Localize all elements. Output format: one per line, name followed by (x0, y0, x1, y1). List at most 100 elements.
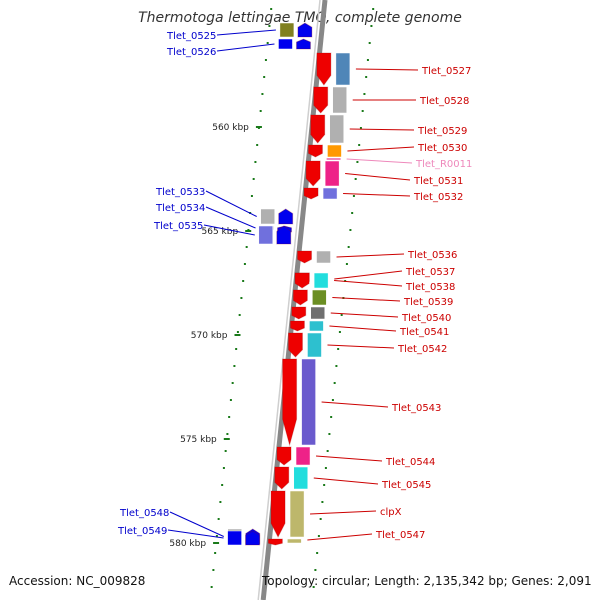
gene-connector (330, 312, 399, 318)
gene-label: Tlet_0544 (385, 457, 435, 468)
gene-label: Tlet_0541 (399, 327, 449, 338)
gene-connector (203, 224, 255, 236)
gene-arrow (292, 289, 308, 306)
ring-dot (347, 246, 350, 248)
scale-tick-label: 570 kbp (191, 331, 228, 341)
gene-label: Tlet_0532 (413, 192, 463, 203)
gene-label: Tlet_0538 (405, 282, 455, 293)
gene-label: Tlet_0548 (119, 508, 169, 519)
gene-label: Tlet_0540 (401, 313, 451, 324)
gene-arrow (276, 225, 292, 245)
ring-dot (256, 144, 259, 146)
gene-label: Tlet_0535 (153, 221, 203, 232)
gene-arrow (313, 86, 329, 114)
ring-dot (229, 399, 232, 401)
gene-cog-block (324, 160, 340, 187)
gene-cog-block (322, 187, 338, 200)
ring-dot (263, 76, 266, 78)
ring-dot (370, 25, 373, 27)
gene-connector (205, 190, 257, 217)
gene-connector (345, 173, 411, 181)
ring-dot (266, 42, 269, 44)
gene-connector (336, 253, 405, 258)
ring-dot (268, 25, 271, 27)
ring-dot (250, 195, 253, 197)
gene-connector (205, 206, 256, 229)
ring-dot (359, 127, 362, 129)
gene-connector (315, 455, 383, 462)
labels-layer: Tlet_0525 Tlet_0526 Tlet_0527 Tlet_0528 Tlet… (117, 29, 472, 541)
scale-tick-mark (213, 542, 220, 544)
gene-cog-block (260, 208, 275, 225)
scale-tick-label: 580 kbp (169, 539, 206, 549)
gene-cog-block (289, 490, 305, 538)
ring-dot (321, 501, 324, 503)
gene-connector (329, 325, 397, 332)
ring-dot (319, 518, 322, 520)
gene-cog-block (310, 306, 326, 320)
gene-connector (346, 158, 413, 164)
gene-cog-block (312, 289, 327, 306)
scale-tick-mark (255, 126, 262, 128)
gene-connector (349, 128, 415, 131)
gene-label: Tlet_0529 (417, 126, 467, 137)
ring-dot (233, 365, 236, 367)
gene-connector (334, 270, 403, 280)
gene-connector (216, 43, 275, 52)
ring-dot (242, 280, 245, 282)
gene-connector (310, 510, 377, 515)
ring-dot (352, 195, 355, 197)
ring-dot (231, 382, 234, 384)
rna-mark (326, 158, 341, 160)
ring-dot (323, 484, 326, 486)
gene-cog-block (309, 320, 324, 332)
gene-cog-block (295, 446, 311, 466)
scale-tick-label: 565 kbp (202, 227, 239, 237)
gene-arrow (289, 320, 305, 332)
ring-dot (261, 93, 264, 95)
gene-cog-block (327, 144, 342, 158)
gene-cog-block (335, 52, 351, 86)
gene-cog-block (316, 250, 331, 264)
gene-label: Tlet_R0011 (415, 159, 472, 170)
gene-label: Tlet_0549 (117, 526, 167, 537)
ring-dot (345, 263, 348, 265)
gene-connector (327, 344, 395, 349)
gene-cog-block (329, 114, 344, 144)
ring-dot (361, 110, 364, 112)
gene-connector (347, 146, 415, 152)
ring-dot (240, 297, 243, 299)
gene-label: Tlet_0530 (417, 143, 467, 154)
gene-connector (343, 193, 411, 197)
gene-arrow (297, 22, 313, 38)
ring-dot (365, 76, 368, 78)
gene-cog-block (287, 538, 302, 544)
gene-arrow (297, 250, 313, 264)
gene-connector (334, 280, 403, 287)
ring-dot (372, 8, 375, 10)
gene-label: Tlet_0542 (397, 344, 447, 355)
ring-dot (330, 416, 333, 418)
gene-label: Tlet_0539 (403, 297, 453, 308)
gene-label: Tlet_0537 (405, 267, 455, 278)
genes-layer (227, 22, 351, 546)
ring-dot (264, 59, 267, 61)
gene-arrow (303, 187, 319, 200)
ring-dot (326, 450, 329, 452)
ring-dot (214, 552, 217, 554)
ring-dot (337, 348, 340, 350)
gene-cog-block (227, 530, 242, 546)
gene-arrow (291, 306, 307, 320)
ring-dot (331, 399, 334, 401)
ring-dot (215, 535, 218, 537)
figure-title: Thermotoga lettingae TMO, complete genom… (138, 10, 462, 26)
ring-dot (243, 263, 246, 265)
gene-label: Tlet_0526 (166, 47, 216, 58)
gene-label: Tlet_0525 (166, 31, 216, 42)
ring-dot (335, 365, 338, 367)
gene-label: Tlet_0534 (155, 203, 205, 214)
gene-connector (167, 529, 224, 539)
ring-dot (238, 314, 241, 316)
ring-dot (349, 229, 352, 231)
